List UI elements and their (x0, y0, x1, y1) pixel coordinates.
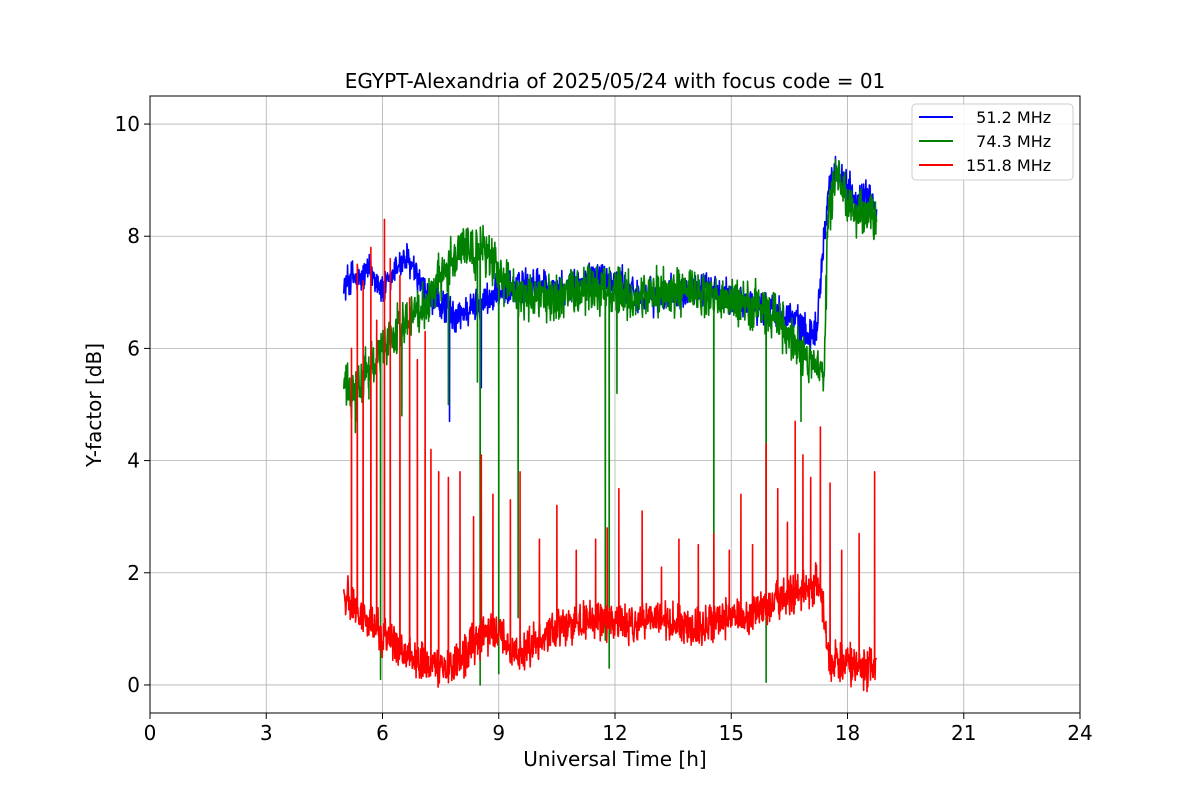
series-line-74mhz (342, 158, 878, 686)
legend: 51.2 MHz 74.3 MHz 151.8 MHz (911, 103, 1074, 181)
x-tick-label: 6 (376, 721, 389, 745)
x-tick-label: 21 (951, 721, 976, 745)
x-tick-label: 12 (602, 721, 627, 745)
legend-box (911, 103, 1074, 181)
series-line-151mhz (342, 218, 878, 693)
x-tick-label: 9 (492, 721, 505, 745)
y-tick-label: 2 (127, 561, 140, 585)
series-layer (342, 155, 878, 693)
x-tick-label: 24 (1067, 721, 1092, 745)
y-tick-label: 8 (127, 224, 140, 248)
legend-label-151mhz: 151.8 MHz (966, 156, 1051, 175)
y-tick-label: 4 (127, 449, 140, 473)
chart-title: EGYPT-Alexandria of 2025/05/24 with focu… (345, 69, 886, 93)
x-tick-label: 15 (719, 721, 744, 745)
legend-label-51mhz: 51.2 MHz (966, 108, 1051, 127)
y-tick-label: 0 (127, 673, 140, 697)
x-axis-label: Universal Time [h] (523, 747, 706, 771)
x-tick-label: 3 (260, 721, 273, 745)
y-tick-label: 6 (127, 336, 140, 360)
x-tick-label: 0 (144, 721, 157, 745)
y-axis-label: Y-factor [dB] (82, 343, 106, 468)
x-tick-label: 18 (835, 721, 860, 745)
y-tick-label: 10 (115, 112, 140, 136)
legend-label-74mhz: 74.3 MHz (966, 132, 1051, 151)
